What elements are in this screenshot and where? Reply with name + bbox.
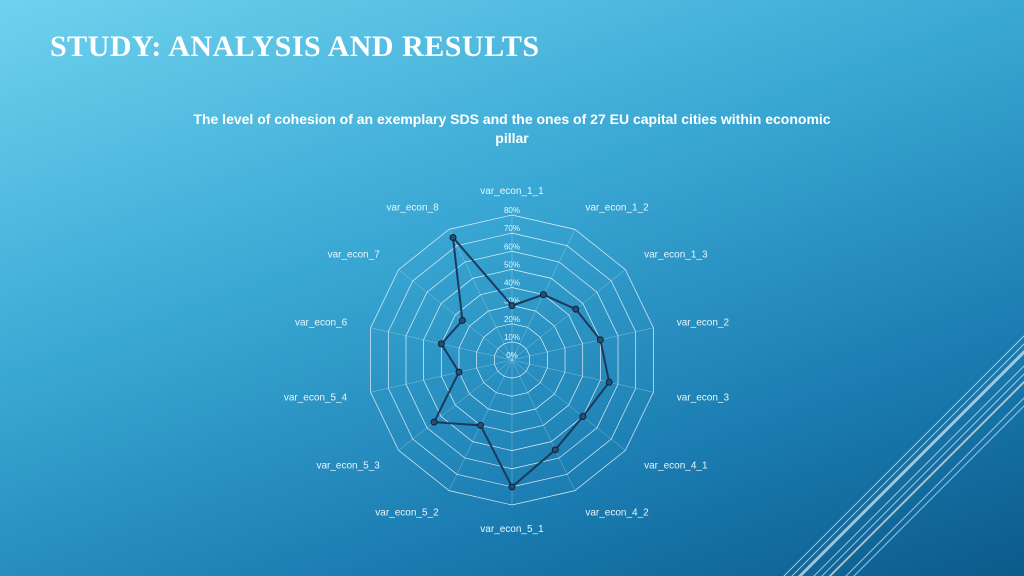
radar-ring-label: 20% <box>504 315 520 324</box>
chart-subtitle: The level of cohesion of an exemplary SD… <box>192 110 832 148</box>
radar-ring-label: 50% <box>504 260 520 269</box>
radar-axis-label: var_econ_2 <box>677 317 730 328</box>
radar-marker <box>459 317 465 323</box>
radar-ring-label: 80% <box>504 206 520 215</box>
radar-spoke <box>512 270 625 360</box>
radar-marker <box>552 447 558 453</box>
radar-marker <box>597 337 603 343</box>
radar-ring-label: 10% <box>504 333 520 342</box>
radar-axis-label: var_econ_6 <box>295 317 348 328</box>
radar-ring-label: 60% <box>504 242 520 251</box>
radar-marker <box>509 484 515 490</box>
radar-axis-label: var_econ_4_2 <box>585 507 649 518</box>
radar-axis-label: var_econ_1_2 <box>585 203 649 214</box>
radar-ring-label: 70% <box>504 224 520 233</box>
radar-chart: 0%10%20%30%40%50%60%70%80%var_econ_1_1va… <box>192 150 832 560</box>
radar-marker <box>580 414 586 420</box>
radar-axis-label: var_econ_4_1 <box>644 460 708 471</box>
radar-spoke <box>512 360 575 491</box>
radar-axis-label: var_econ_5_3 <box>316 460 380 471</box>
radar-marker <box>456 369 462 375</box>
radar-marker <box>431 419 437 425</box>
radar-axis-label: var_econ_3 <box>677 393 730 404</box>
radar-marker <box>438 341 444 347</box>
radar-spoke <box>399 270 512 360</box>
radar-axis-label: var_econ_8 <box>386 203 439 214</box>
radar-axis-label: var_econ_1_3 <box>644 250 708 261</box>
radar-axis-label: var_econ_7 <box>328 250 381 261</box>
radar-axis-label: var_econ_5_1 <box>480 524 544 535</box>
page-title: STUDY: ANALYSIS AND RESULTS <box>50 30 540 64</box>
radar-ring-label: 40% <box>504 279 520 288</box>
radar-axis-label: var_econ_5_2 <box>375 507 439 518</box>
radar-marker <box>478 422 484 428</box>
radar-axis-label: var_econ_5_4 <box>284 393 348 404</box>
radar-marker <box>540 292 546 298</box>
radar-marker <box>606 379 612 385</box>
radar-spoke <box>399 360 512 450</box>
radar-marker <box>573 306 579 312</box>
radar-marker <box>509 303 515 309</box>
radar-ring-label: 0% <box>506 351 518 360</box>
radar-axis-label: var_econ_1_1 <box>480 186 544 197</box>
radar-svg: 0%10%20%30%40%50%60%70%80%var_econ_1_1va… <box>192 150 832 560</box>
radar-marker <box>450 235 456 241</box>
